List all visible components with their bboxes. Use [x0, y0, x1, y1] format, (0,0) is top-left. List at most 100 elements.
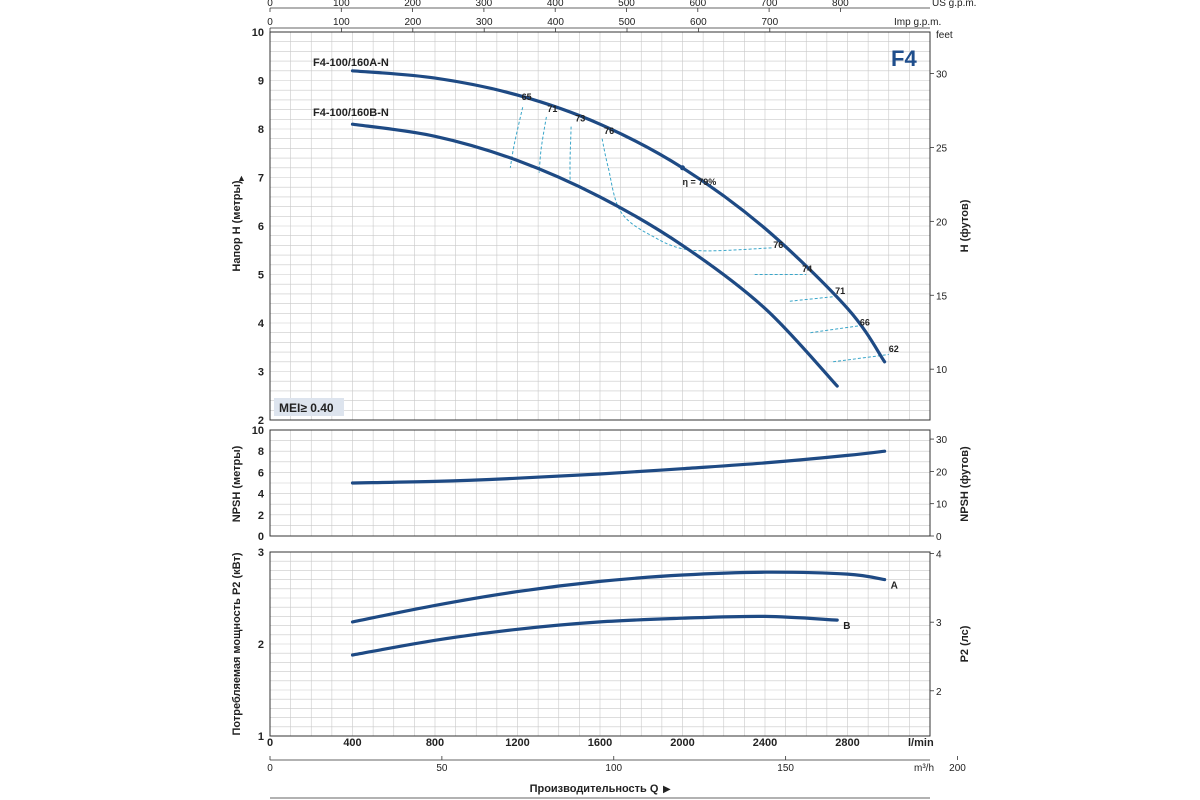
npsh-y-tick-label: 0	[258, 531, 264, 543]
power-grid	[269, 552, 931, 736]
npsh-feet-ticks: 0 10 20 30	[930, 435, 948, 543]
efficiency-label: 73	[575, 114, 585, 124]
feet-tick-label: 25	[936, 143, 948, 154]
efficiency-iso-line	[789, 295, 838, 302]
npsh-feet-tick-label: 10	[936, 500, 948, 511]
lmin-tick-label: 400	[343, 737, 361, 749]
power-hp-ticks: 2 3 4	[930, 550, 942, 698]
power-chart: 1 2 3 2 3 4 Потребляемая мощность P2 (кВт) P…	[231, 547, 971, 743]
npsh-y-tick-label: 8	[258, 446, 264, 458]
npsh-series	[350, 449, 887, 485]
npsh-curve	[350, 449, 887, 485]
feet-unit: feet	[936, 30, 953, 41]
hp-tick-label: 4	[936, 550, 942, 561]
feet-tick-label: 10	[936, 365, 948, 376]
m3h-tick-label: 150	[777, 763, 794, 774]
efficiency-label: 76	[773, 240, 783, 250]
head-y-label-right: H (футов)	[959, 199, 971, 252]
m3h-tick-label: 0	[267, 763, 273, 774]
power-y-label: Потребляемая мощность P2 (кВт)	[231, 552, 243, 735]
power-frame	[269, 551, 931, 737]
power-series-label: A	[891, 581, 898, 592]
head-curve-F4-100/160A-N	[350, 69, 887, 364]
mei-badge: MEI≥ 0.40	[274, 398, 344, 416]
us-gpm-tick-label: 700	[761, 0, 778, 9]
efficiency-iso-line	[810, 324, 862, 334]
us-gpm-tick-label: 0	[267, 0, 273, 9]
head-frame	[269, 31, 931, 421]
head-grid	[269, 32, 931, 420]
head-y-tick-label: 10	[252, 27, 264, 39]
power-y-tick-label: 1	[258, 731, 264, 743]
efficiency-label: 71	[835, 286, 845, 296]
power-curve-A	[350, 570, 887, 624]
npsh-y-ticks: 0 2 4 6 8 10	[252, 425, 265, 543]
us-gpm-tick-label: 800	[832, 0, 849, 9]
bottom-flow-axes: 0 400 800 1200 1600 2000 2400 2800 l/min 0 50 100…	[267, 737, 966, 799]
head-chart: 2 3 4 5 6 7 8 9 10 10 15 20 25 30 feet Напор H (метр…	[231, 27, 971, 427]
npsh-feet-tick-label: 20	[936, 467, 948, 478]
imp-gpm-tick-label: 600	[690, 17, 707, 28]
lmin-unit: l/min	[908, 737, 934, 749]
efficiency-label: 62	[889, 344, 899, 354]
npsh-y-tick-label: 6	[258, 467, 264, 479]
lmin-tick-label: 800	[426, 737, 444, 749]
series-a-label: F4-100/160A-N	[313, 57, 389, 69]
head-y-tick-label: 4	[258, 318, 265, 330]
imp-gpm-tick-label: 100	[333, 17, 350, 28]
lmin-ticks: 0 400 800 1200 1600 2000 2400 2800	[267, 737, 860, 749]
power-y-label-right: P2 (лс)	[959, 625, 971, 662]
m3h-tick-label: 100	[605, 763, 622, 774]
head-feet-ticks: 10 15 20 25 30	[930, 70, 948, 376]
us-gpm-tick-label: 600	[689, 0, 706, 9]
m3h-tick-label: 50	[436, 763, 448, 774]
head-y-tick-label: 2	[258, 415, 264, 427]
efficiency-label: 74	[802, 264, 812, 274]
head-curve-F4-100/160B-N	[350, 122, 839, 388]
head-y-tick-label: 8	[258, 124, 264, 136]
npsh-feet-tick-label: 30	[936, 435, 948, 446]
efficiency-iso-curves	[509, 107, 889, 363]
bep-point	[680, 165, 685, 171]
us-gpm-tick-label: 200	[404, 0, 421, 9]
lmin-tick-label: 0	[267, 737, 273, 749]
npsh-y-label: NPSH (метры)	[231, 445, 243, 522]
imp-gpm-unit: Imp g.p.m.	[894, 17, 941, 28]
npsh-frame	[269, 429, 931, 537]
m3h-tick-label: 200	[949, 763, 966, 774]
head-y-ticks: 2 3 4 5 6 7 8 9 10	[252, 27, 265, 427]
efficiency-iso-line	[509, 107, 524, 168]
feet-tick-label: 20	[936, 217, 948, 228]
efficiency-label: 66	[860, 317, 870, 327]
top-flow-axes: US g.p.m. Imp g.p.m. 0 100 200 300 400 500 600…	[267, 0, 976, 32]
lmin-tick-label: 2000	[670, 737, 694, 749]
npsh-feet-tick-label: 0	[936, 532, 942, 543]
hp-tick-label: 3	[936, 618, 942, 629]
us-gpm-tick-label: 100	[333, 0, 350, 9]
lmin-tick-label: 1600	[588, 737, 612, 749]
m3h-ticks: 0 50 100 150 200	[267, 756, 966, 774]
us-gpm-tick-label: 500	[618, 0, 635, 9]
mei-box-bg	[274, 398, 344, 416]
efficiency-iso-line	[538, 116, 547, 173]
head-y-tick-label: 6	[258, 221, 264, 233]
imp-gpm-tick-label: 200	[404, 17, 421, 28]
x-axis-arrow: ▶	[663, 784, 671, 795]
head-y-tick-label: 9	[258, 76, 264, 88]
power-y-tick-label: 2	[258, 639, 264, 651]
npsh-y-tick-label: 2	[258, 510, 264, 522]
npsh-y-tick-label: 10	[252, 425, 264, 437]
imp-gpm-ticks: 0 100 200 300 400 500 600 700	[267, 17, 779, 32]
m3h-unit: m³/h	[914, 763, 934, 774]
efficiency-iso-line	[601, 138, 774, 252]
efficiency-label: η = 79%	[683, 177, 717, 187]
imp-gpm-tick-label: 700	[761, 17, 778, 28]
efficiency-label: 76	[604, 126, 614, 136]
head-series	[350, 69, 887, 388]
imp-gpm-tick-label: 0	[267, 17, 273, 28]
us-gpm-tick-label: 400	[547, 0, 564, 9]
lmin-tick-label: 2800	[835, 737, 859, 749]
imp-gpm-tick-label: 300	[476, 17, 493, 28]
feet-tick-label: 30	[936, 70, 948, 81]
